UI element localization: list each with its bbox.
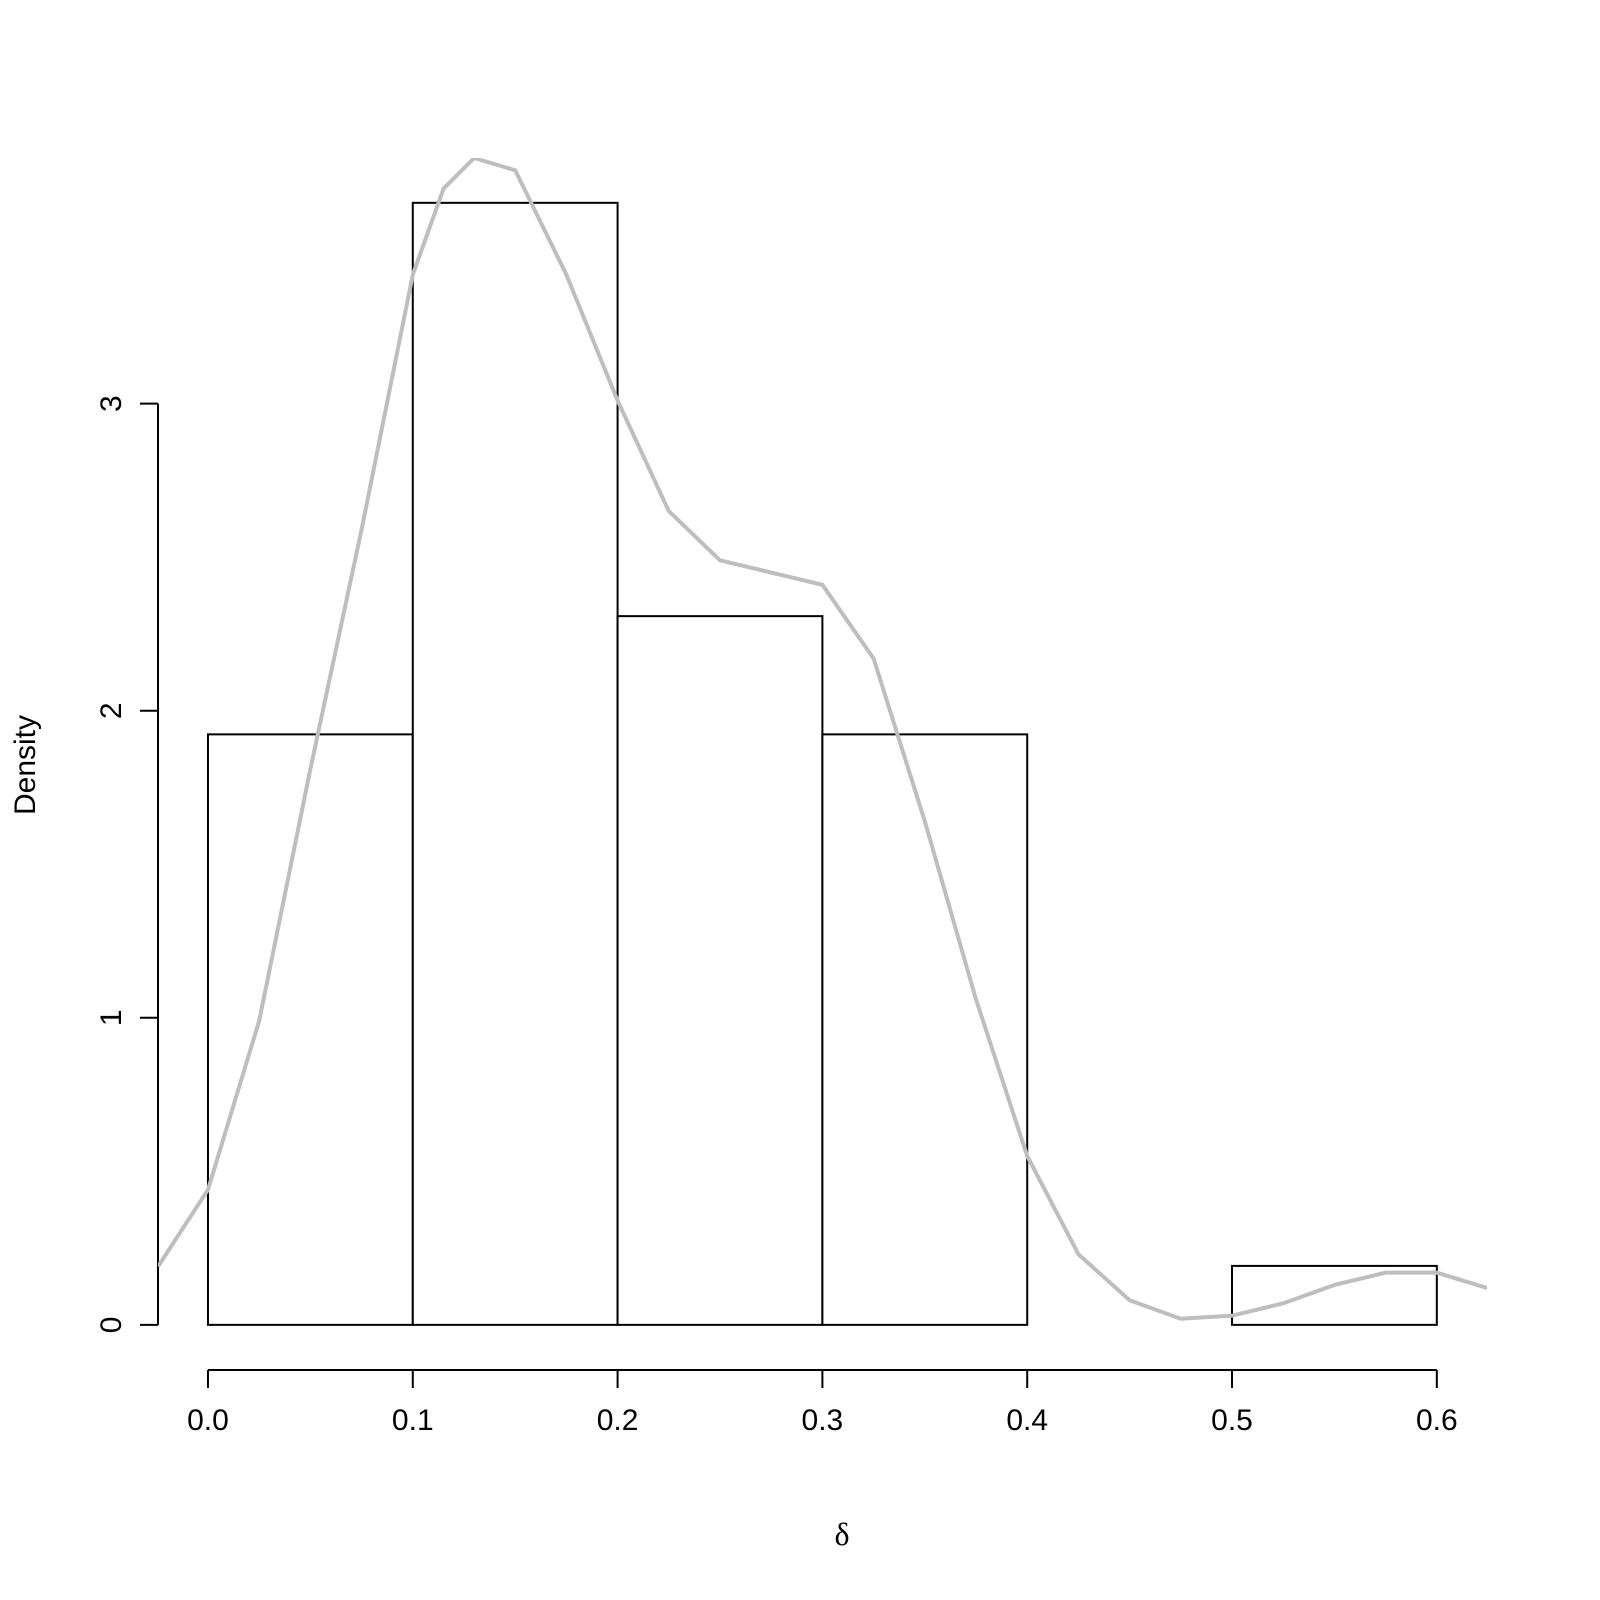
bar	[616, 615, 824, 1326]
x-tick-label: 0.4	[1006, 1404, 1048, 1437]
x-tick-label: 0.2	[597, 1404, 639, 1437]
x-tick-label: 0.0	[187, 1404, 229, 1437]
plot-area	[158, 158, 1487, 1321]
bar	[821, 733, 1029, 1326]
density-line	[158, 158, 1487, 1321]
x-tick-label: 0.6	[1416, 1404, 1458, 1437]
x-tick-label: 0.5	[1211, 1404, 1253, 1437]
y-tick-label: 1	[95, 1009, 128, 1026]
x-tick-label: 0.3	[802, 1404, 844, 1437]
y-axis-label: Density	[9, 715, 42, 815]
bar	[206, 733, 414, 1326]
bar	[1231, 1264, 1438, 1326]
y-tick-label: 2	[95, 702, 128, 719]
y-tick-label: 0	[95, 1317, 128, 1334]
y-tick-label: 3	[95, 395, 128, 412]
x-tick-label: 0.1	[392, 1404, 434, 1437]
bar	[411, 201, 619, 1326]
x-axis-label: δ	[834, 1516, 849, 1552]
